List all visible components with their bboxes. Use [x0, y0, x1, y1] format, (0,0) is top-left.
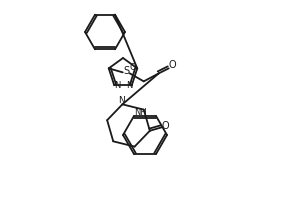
Text: O: O: [161, 121, 169, 131]
Text: S: S: [124, 66, 130, 76]
Text: NH: NH: [134, 108, 147, 117]
Text: O: O: [169, 60, 176, 70]
Text: O: O: [130, 63, 136, 72]
Text: N: N: [118, 96, 125, 105]
Text: N: N: [126, 81, 132, 90]
Text: N: N: [114, 81, 120, 90]
